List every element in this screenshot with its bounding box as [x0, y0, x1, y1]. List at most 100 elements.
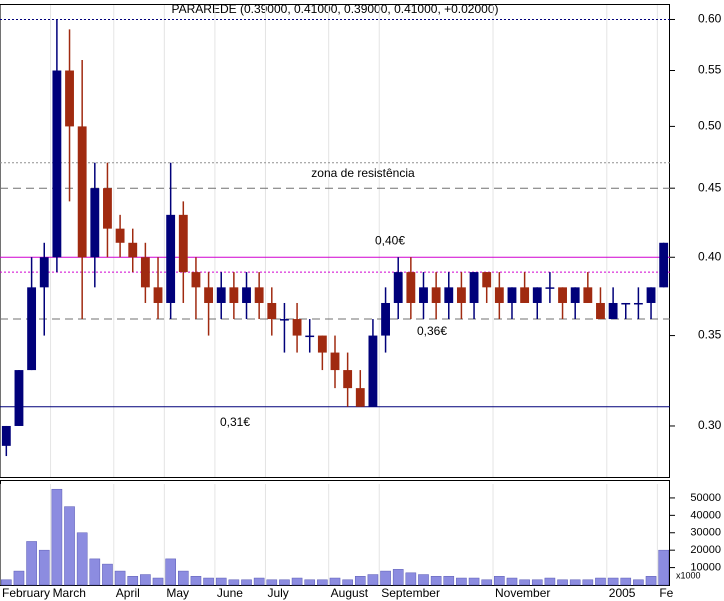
x-tick-label: November [495, 586, 550, 600]
volume-bar [76, 532, 88, 586]
volume-bar [279, 579, 290, 586]
price-body [65, 70, 74, 127]
y-tick-label: 0.45 [698, 180, 722, 194]
price-body [90, 188, 100, 258]
volume-bar [519, 579, 530, 586]
volume-tick-label: 10000 [690, 561, 721, 573]
x-tick-label: July [267, 586, 288, 600]
price-body [305, 335, 315, 338]
volume-bar [443, 576, 455, 586]
volume-bar [658, 549, 669, 586]
volume-bar [64, 506, 75, 586]
price-body [166, 214, 176, 303]
volume-bar [304, 579, 316, 586]
price-body [330, 352, 340, 371]
chart-title: PARAREDE (0.39000, 0.41000, 0.39000, 0.4… [171, 2, 498, 16]
volume-bar [405, 572, 417, 586]
price-body [115, 228, 125, 243]
level-label: 0,31€ [220, 415, 250, 429]
volume-bar [165, 558, 176, 586]
volume-bar [329, 577, 341, 586]
volume-bar [367, 574, 379, 586]
x-tick-label: February [2, 586, 50, 600]
price-body [469, 272, 479, 303]
price-body [444, 287, 454, 303]
level-label: 0,40€ [375, 233, 405, 247]
volume-bar [1, 579, 12, 586]
price-body [368, 335, 378, 407]
price-body [229, 287, 239, 303]
price-body [292, 319, 302, 336]
volume-bar [317, 579, 328, 586]
price-body [545, 287, 555, 289]
price-body [621, 302, 631, 305]
price-body [596, 302, 605, 320]
x-tick-label: May [166, 586, 189, 600]
price-body [1, 425, 11, 446]
volume-bar [152, 577, 164, 586]
y-tick-label: 0.30 [698, 418, 722, 432]
price-body [153, 287, 163, 303]
price-body [381, 302, 390, 336]
volume-bar [342, 579, 353, 586]
volume-bar [102, 563, 113, 586]
volume-tick-label: 20000 [690, 544, 721, 556]
volume-bar [203, 577, 214, 586]
volume-bar [595, 577, 606, 586]
price-body [633, 302, 643, 305]
price-body [178, 214, 188, 273]
price-body [532, 287, 542, 303]
x-tick-label: March [53, 586, 86, 600]
volume-bar [506, 577, 518, 586]
level-label: zona de resistência [311, 166, 415, 180]
volume-bar [633, 579, 644, 586]
volume-tick-label: 40000 [690, 509, 721, 521]
volume-bar [241, 579, 252, 586]
x-tick-label: 2005 [609, 586, 636, 600]
price-body [191, 272, 201, 288]
price-body [280, 319, 289, 321]
volume-bar [620, 577, 632, 586]
price-body [570, 287, 580, 303]
volume-bar [291, 577, 303, 586]
volume-bar [392, 569, 404, 586]
volume-bar [13, 570, 25, 586]
price-body [482, 272, 492, 288]
price-body [77, 126, 87, 258]
price-body [494, 287, 504, 303]
price-body [583, 287, 593, 303]
price-body [646, 287, 656, 303]
price-body [393, 272, 403, 303]
x-tick-label: August [331, 586, 369, 600]
y-tick-label: 0.35 [698, 328, 722, 342]
price-body [558, 287, 567, 303]
price-body [140, 257, 150, 288]
volume-bar [177, 570, 189, 586]
price-body [343, 370, 353, 389]
volume-unit: x1000 [676, 570, 701, 580]
volume-bar [190, 576, 202, 586]
volume-bar [569, 579, 581, 586]
volume-bar [266, 579, 278, 586]
volume-bar [645, 576, 657, 586]
volume-bar [89, 558, 101, 586]
x-tick-label: April [116, 586, 140, 600]
volume-bar [51, 488, 63, 586]
volume-bar [215, 577, 227, 586]
volume-bar [557, 579, 568, 586]
volume-bar [582, 579, 594, 586]
volume-bar [468, 577, 480, 586]
price-body [659, 242, 669, 288]
y-tick-label: 0.50 [698, 119, 722, 133]
y-tick-label: 0.55 [698, 63, 722, 77]
price-body [419, 287, 428, 303]
y-tick-label: 0.40 [698, 249, 722, 263]
price-body [355, 388, 365, 407]
volume-bar [38, 549, 50, 586]
price-body [52, 70, 62, 258]
price-body [204, 287, 214, 303]
volume-bar [494, 576, 505, 586]
price-body [431, 287, 441, 303]
volume-bar [140, 574, 151, 586]
